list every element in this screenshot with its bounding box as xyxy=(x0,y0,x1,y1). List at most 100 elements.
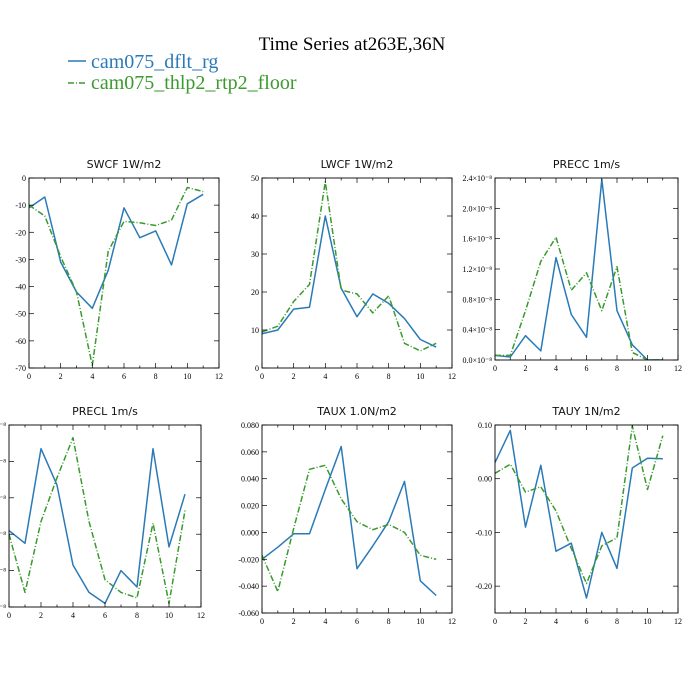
series-line-lwcf-floor xyxy=(262,181,437,352)
x-tick-label-precc: 0 xyxy=(493,364,497,373)
x-tick-label-swcf: 10 xyxy=(183,372,191,381)
x-tick-label-taux: 2 xyxy=(292,617,296,626)
y-tick-label-taux: -0.020 xyxy=(238,555,259,564)
x-tick-label-taux: 8 xyxy=(387,617,391,626)
x-tick-label-lwcf: 6 xyxy=(355,372,359,381)
series-line-precc-dflt xyxy=(495,178,663,360)
y-tick-label-taux: 0.060 xyxy=(241,448,259,457)
y-tick-label-swcf: -30 xyxy=(15,255,26,264)
series-line-taux-dflt xyxy=(262,445,437,597)
y-tick-label-swcf: 0 xyxy=(22,174,26,183)
panel-title-precl: PRECL 1m/s xyxy=(72,405,138,418)
y-tick-label-precl: .0×10⁻⁸ xyxy=(0,603,6,612)
axes-frame-taux xyxy=(261,424,453,614)
x-tick-label-taux: 0 xyxy=(260,617,264,626)
y-tick-label-precc: 2.0×10⁻⁸ xyxy=(462,204,492,213)
series-line-lwcf-dflt xyxy=(262,215,437,348)
x-tick-label-precc: 6 xyxy=(585,364,589,373)
x-tick-label-precl: 2 xyxy=(39,611,43,620)
y-tick-label-precl: .5×10⁻⁸ xyxy=(0,494,6,503)
x-tick-label-tauy: 8 xyxy=(615,617,619,626)
panel-title-tauy: TAUY 1N/m2 xyxy=(551,405,620,418)
y-tick-label-precc: 0.8×10⁻⁸ xyxy=(462,295,492,304)
y-tick-label-taux: 0.040 xyxy=(241,475,259,484)
x-tick-label-lwcf: 0 xyxy=(260,372,264,381)
y-tick-label-precc: 0.4×10⁻⁸ xyxy=(462,326,492,335)
y-tick-label-swcf: -40 xyxy=(15,283,26,292)
x-tick-label-precc: 8 xyxy=(615,364,619,373)
y-tick-label-precl: .5×10⁻⁸ xyxy=(0,567,6,576)
legend-label-dflt: cam075_dflt_rg xyxy=(91,51,218,73)
x-tick-label-precc: 10 xyxy=(644,364,652,373)
x-tick-label-taux: 6 xyxy=(355,617,359,626)
legend: cam075_dflt_rg cam075_thlp2_rtp2_floor xyxy=(68,51,297,94)
series-line-tauy-dflt xyxy=(495,429,663,599)
x-tick-label-tauy: 10 xyxy=(644,617,652,626)
x-tick-label-tauy: 12 xyxy=(674,617,682,626)
x-tick-label-swcf: 6 xyxy=(122,372,126,381)
x-tick-label-swcf: 12 xyxy=(215,372,223,381)
y-tick-label-swcf: -20 xyxy=(15,228,26,237)
y-tick-label-taux: -0.060 xyxy=(238,609,259,618)
panel-title-lwcf: LWCF 1W/m2 xyxy=(321,158,394,171)
x-tick-label-precl: 8 xyxy=(135,611,139,620)
figure-title: Time Series at263E,36N xyxy=(259,34,446,55)
y-tick-label-taux: 0.080 xyxy=(241,421,259,430)
x-tick-label-precc: 4 xyxy=(554,364,558,373)
x-tick-label-taux: 10 xyxy=(416,617,424,626)
axes-frame-tauy xyxy=(494,424,679,614)
y-tick-label-taux: -0.040 xyxy=(238,582,259,591)
y-tick-label-precc: 2.4×10⁻⁸ xyxy=(462,174,492,183)
legend-label-floor: cam075_thlp2_rtp2_floor xyxy=(91,72,297,94)
x-tick-label-lwcf: 10 xyxy=(416,372,424,381)
y-tick-label-precl: .0×10⁻⁸ xyxy=(0,457,6,466)
y-tick-label-swcf: -50 xyxy=(15,310,26,319)
series-line-swcf-floor xyxy=(29,186,204,367)
y-tick-label-precc: 0.0×10⁻⁸ xyxy=(462,356,492,365)
y-tick-label-tauy: -0.10 xyxy=(475,528,492,537)
x-tick-label-precl: 10 xyxy=(165,611,173,620)
series-line-precl-floor xyxy=(9,436,186,605)
y-tick-label-swcf: -60 xyxy=(15,337,26,346)
panel-title-taux: TAUX 1.0N/m2 xyxy=(316,405,397,418)
series-line-taux-floor xyxy=(262,464,437,593)
x-tick-label-tauy: 2 xyxy=(524,617,528,626)
series-line-precc-floor xyxy=(495,236,663,360)
x-tick-label-tauy: 6 xyxy=(585,617,589,626)
y-tick-label-lwcf: 30 xyxy=(251,250,259,259)
panel-precl: PRECL 1m/s 0 2 4 6 8 10 12 .0×10⁻⁸ .5×10⁻⁸ .0×10⁻⁸… xyxy=(0,405,205,620)
x-tick-label-lwcf: 4 xyxy=(323,372,327,381)
series-line-precl-dflt xyxy=(9,447,186,605)
x-tick-label-tauy: 4 xyxy=(554,617,558,626)
y-tick-label-swcf: -10 xyxy=(15,201,26,210)
x-tick-label-precc: 12 xyxy=(674,364,682,373)
y-tick-label-precl: .0×10⁻⁸ xyxy=(0,530,6,539)
y-tick-label-taux: 0.000 xyxy=(241,528,259,537)
y-tick-label-tauy: 0.00 xyxy=(478,475,492,484)
x-tick-label-precl: 6 xyxy=(103,611,107,620)
panel-precc: PRECC 1m/s 0 2 4 6 8 10 12 0.0×10⁻⁸ 0.4×10⁻⁸ 0.8×1… xyxy=(462,158,682,373)
axes-frame-lwcf xyxy=(261,177,453,369)
panel-tauy: TAUY 1N/m2 0 2 4 6 8 10 12 -0.20 -0.10 0.00 0.10 xyxy=(475,405,682,626)
panel-swcf: SWCF 1W/m2 0 2 4 6 8 10 12 0 -10 -20 -30 -40 -50 -60 -7… xyxy=(15,158,223,381)
x-tick-label-swcf: 4 xyxy=(90,372,94,381)
x-tick-label-lwcf: 12 xyxy=(448,372,456,381)
y-tick-label-precc: 1.6×10⁻⁸ xyxy=(462,235,492,244)
x-tick-label-tauy: 0 xyxy=(493,617,497,626)
y-tick-label-tauy: -0.20 xyxy=(475,582,492,591)
y-tick-label-lwcf: 10 xyxy=(251,326,259,335)
y-tick-label-lwcf: 40 xyxy=(251,212,259,221)
x-tick-label-precl: 0 xyxy=(7,611,11,620)
x-tick-label-taux: 12 xyxy=(448,617,456,626)
series-line-tauy-floor xyxy=(495,425,664,585)
y-tick-label-lwcf: 0 xyxy=(255,364,259,373)
y-tick-label-lwcf: 20 xyxy=(251,288,259,297)
x-tick-label-lwcf: 8 xyxy=(387,372,391,381)
x-tick-label-lwcf: 2 xyxy=(292,372,296,381)
y-tick-label-swcf: -70 xyxy=(15,364,26,373)
x-tick-label-swcf: 2 xyxy=(59,372,63,381)
x-tick-label-precc: 2 xyxy=(524,364,528,373)
x-tick-label-swcf: 0 xyxy=(27,372,31,381)
panel-lwcf: LWCF 1W/m2 0 2 4 6 8 10 12 0 10 20 30 40 50 xyxy=(251,158,456,381)
y-tick-label-precc: 1.2×10⁻⁸ xyxy=(462,265,492,274)
